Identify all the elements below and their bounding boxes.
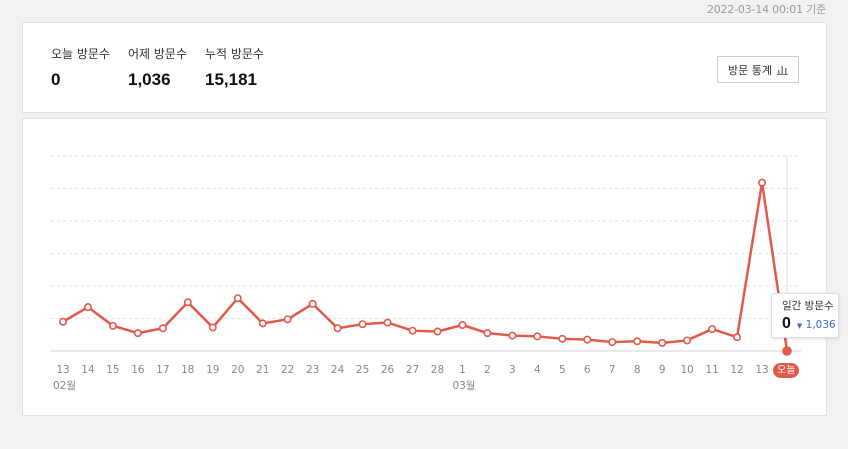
x-tick-label: 8 <box>634 364 641 376</box>
x-tick-label: 25 <box>356 364 369 376</box>
data-point[interactable] <box>608 338 617 347</box>
data-point[interactable] <box>683 336 692 345</box>
stat-today-label: 오늘 방문수 <box>51 47 111 61</box>
data-point[interactable] <box>558 334 567 343</box>
x-tick-label: 17 <box>156 364 169 376</box>
data-point[interactable] <box>583 335 592 344</box>
tooltip-value: 0 <box>782 315 791 332</box>
x-tick-label: 13 <box>56 364 69 376</box>
x-tick-label: 5 <box>559 364 566 376</box>
x-tick-label: 12 <box>730 364 743 376</box>
stat-today-value: 0 <box>51 70 61 89</box>
x-tick-label: 21 <box>256 364 269 376</box>
stat-total: 누적 방문수 15,181 <box>205 45 264 90</box>
x-tick-label: 4 <box>534 364 541 376</box>
x-tick-label: 11 <box>705 364 718 376</box>
stat-total-value: 15,181 <box>205 70 257 89</box>
down-arrow-icon: ▼ <box>796 322 803 330</box>
data-point[interactable] <box>433 327 442 336</box>
data-point[interactable] <box>58 317 67 326</box>
data-point[interactable] <box>208 323 217 332</box>
data-point[interactable] <box>483 329 492 338</box>
data-point[interactable] <box>383 318 392 327</box>
data-point[interactable] <box>83 303 92 312</box>
x-tick-label: 13 <box>755 364 768 376</box>
stat-yesterday-value: 1,036 <box>128 70 171 89</box>
data-point[interactable] <box>108 321 117 330</box>
x-tick-label: 2 <box>484 364 491 376</box>
stat-yesterday-label: 어제 방문수 <box>128 47 188 61</box>
timestamp: 2022-03-14 00:01 기준 <box>706 3 826 16</box>
daily-visits-chart: 13 14 15 16 17 18 19 20 21 22 23 24 25 26 27 28 1 2 3 4 5 6 7 8… <box>51 155 801 392</box>
data-point[interactable] <box>733 333 742 342</box>
stat-yesterday: 어제 방문수 1,036 <box>128 45 187 90</box>
tooltip-diff: ▼ 1,036 <box>797 319 836 331</box>
data-point[interactable] <box>333 324 342 333</box>
bar-chart-icon <box>776 65 788 75</box>
x-tick-label: 26 <box>381 364 395 376</box>
month-label: 02월 <box>53 380 76 392</box>
x-tick-label: 18 <box>181 364 194 376</box>
stat-today: 오늘 방문수 0 <box>51 45 110 90</box>
month-label: 03월 <box>452 380 475 392</box>
data-point[interactable] <box>183 298 192 307</box>
data-point[interactable] <box>782 346 792 356</box>
visit-stats-button-label: 방문 통계 <box>728 63 772 77</box>
x-tick-label: 28 <box>431 364 444 376</box>
data-point[interactable] <box>408 326 417 335</box>
x-tick-label: 7 <box>609 364 616 376</box>
x-tick-label: 15 <box>106 364 119 376</box>
data-point[interactable] <box>508 331 517 340</box>
data-point[interactable] <box>308 299 317 308</box>
data-point[interactable] <box>233 294 242 303</box>
x-tick-label: 3 <box>509 364 516 376</box>
x-tick-label: 14 <box>81 364 95 376</box>
visit-stats-button[interactable]: 방문 통계 <box>717 56 799 83</box>
x-tick-label: 16 <box>131 364 145 376</box>
data-point[interactable] <box>533 332 542 341</box>
tooltip-diff-value: 1,036 <box>805 319 836 331</box>
stat-total-label: 누적 방문수 <box>205 47 265 61</box>
x-tick-label: 20 <box>231 364 244 376</box>
x-tick-label: 6 <box>584 364 591 376</box>
tooltip-label: 일간 방문수 <box>782 300 834 312</box>
data-point[interactable] <box>633 337 642 346</box>
x-tick-label: 27 <box>406 364 419 376</box>
data-point[interactable] <box>258 319 267 328</box>
data-point[interactable] <box>708 325 717 334</box>
x-tick-label: 24 <box>331 364 345 376</box>
visit-summary-card: 오늘 방문수 0 어제 방문수 1,036 누적 방문수 15,181 방문 통… <box>22 22 827 113</box>
data-point[interactable] <box>758 178 767 187</box>
data-point[interactable] <box>133 329 142 338</box>
x-tick-label: 19 <box>206 364 219 376</box>
x-tick-label: 1 <box>459 364 466 376</box>
x-tick-label: 9 <box>659 364 666 376</box>
data-point[interactable] <box>458 321 467 330</box>
series-line <box>62 181 789 352</box>
chart-tooltip: 일간 방문수 0 ▼ 1,036 <box>771 293 839 338</box>
x-tick-label: 23 <box>306 364 319 376</box>
x-tick-label: 22 <box>281 364 294 376</box>
data-point[interactable] <box>158 324 167 333</box>
x-tick-label: 10 <box>680 364 693 376</box>
data-point[interactable] <box>358 320 367 329</box>
today-badge: 오늘 <box>773 363 800 378</box>
data-point[interactable] <box>283 315 292 324</box>
data-point[interactable] <box>658 338 667 347</box>
daily-visits-chart-card: 13 14 15 16 17 18 19 20 21 22 23 24 25 26 27 28 1 2 3 4 5 6 7 8… <box>22 118 839 416</box>
